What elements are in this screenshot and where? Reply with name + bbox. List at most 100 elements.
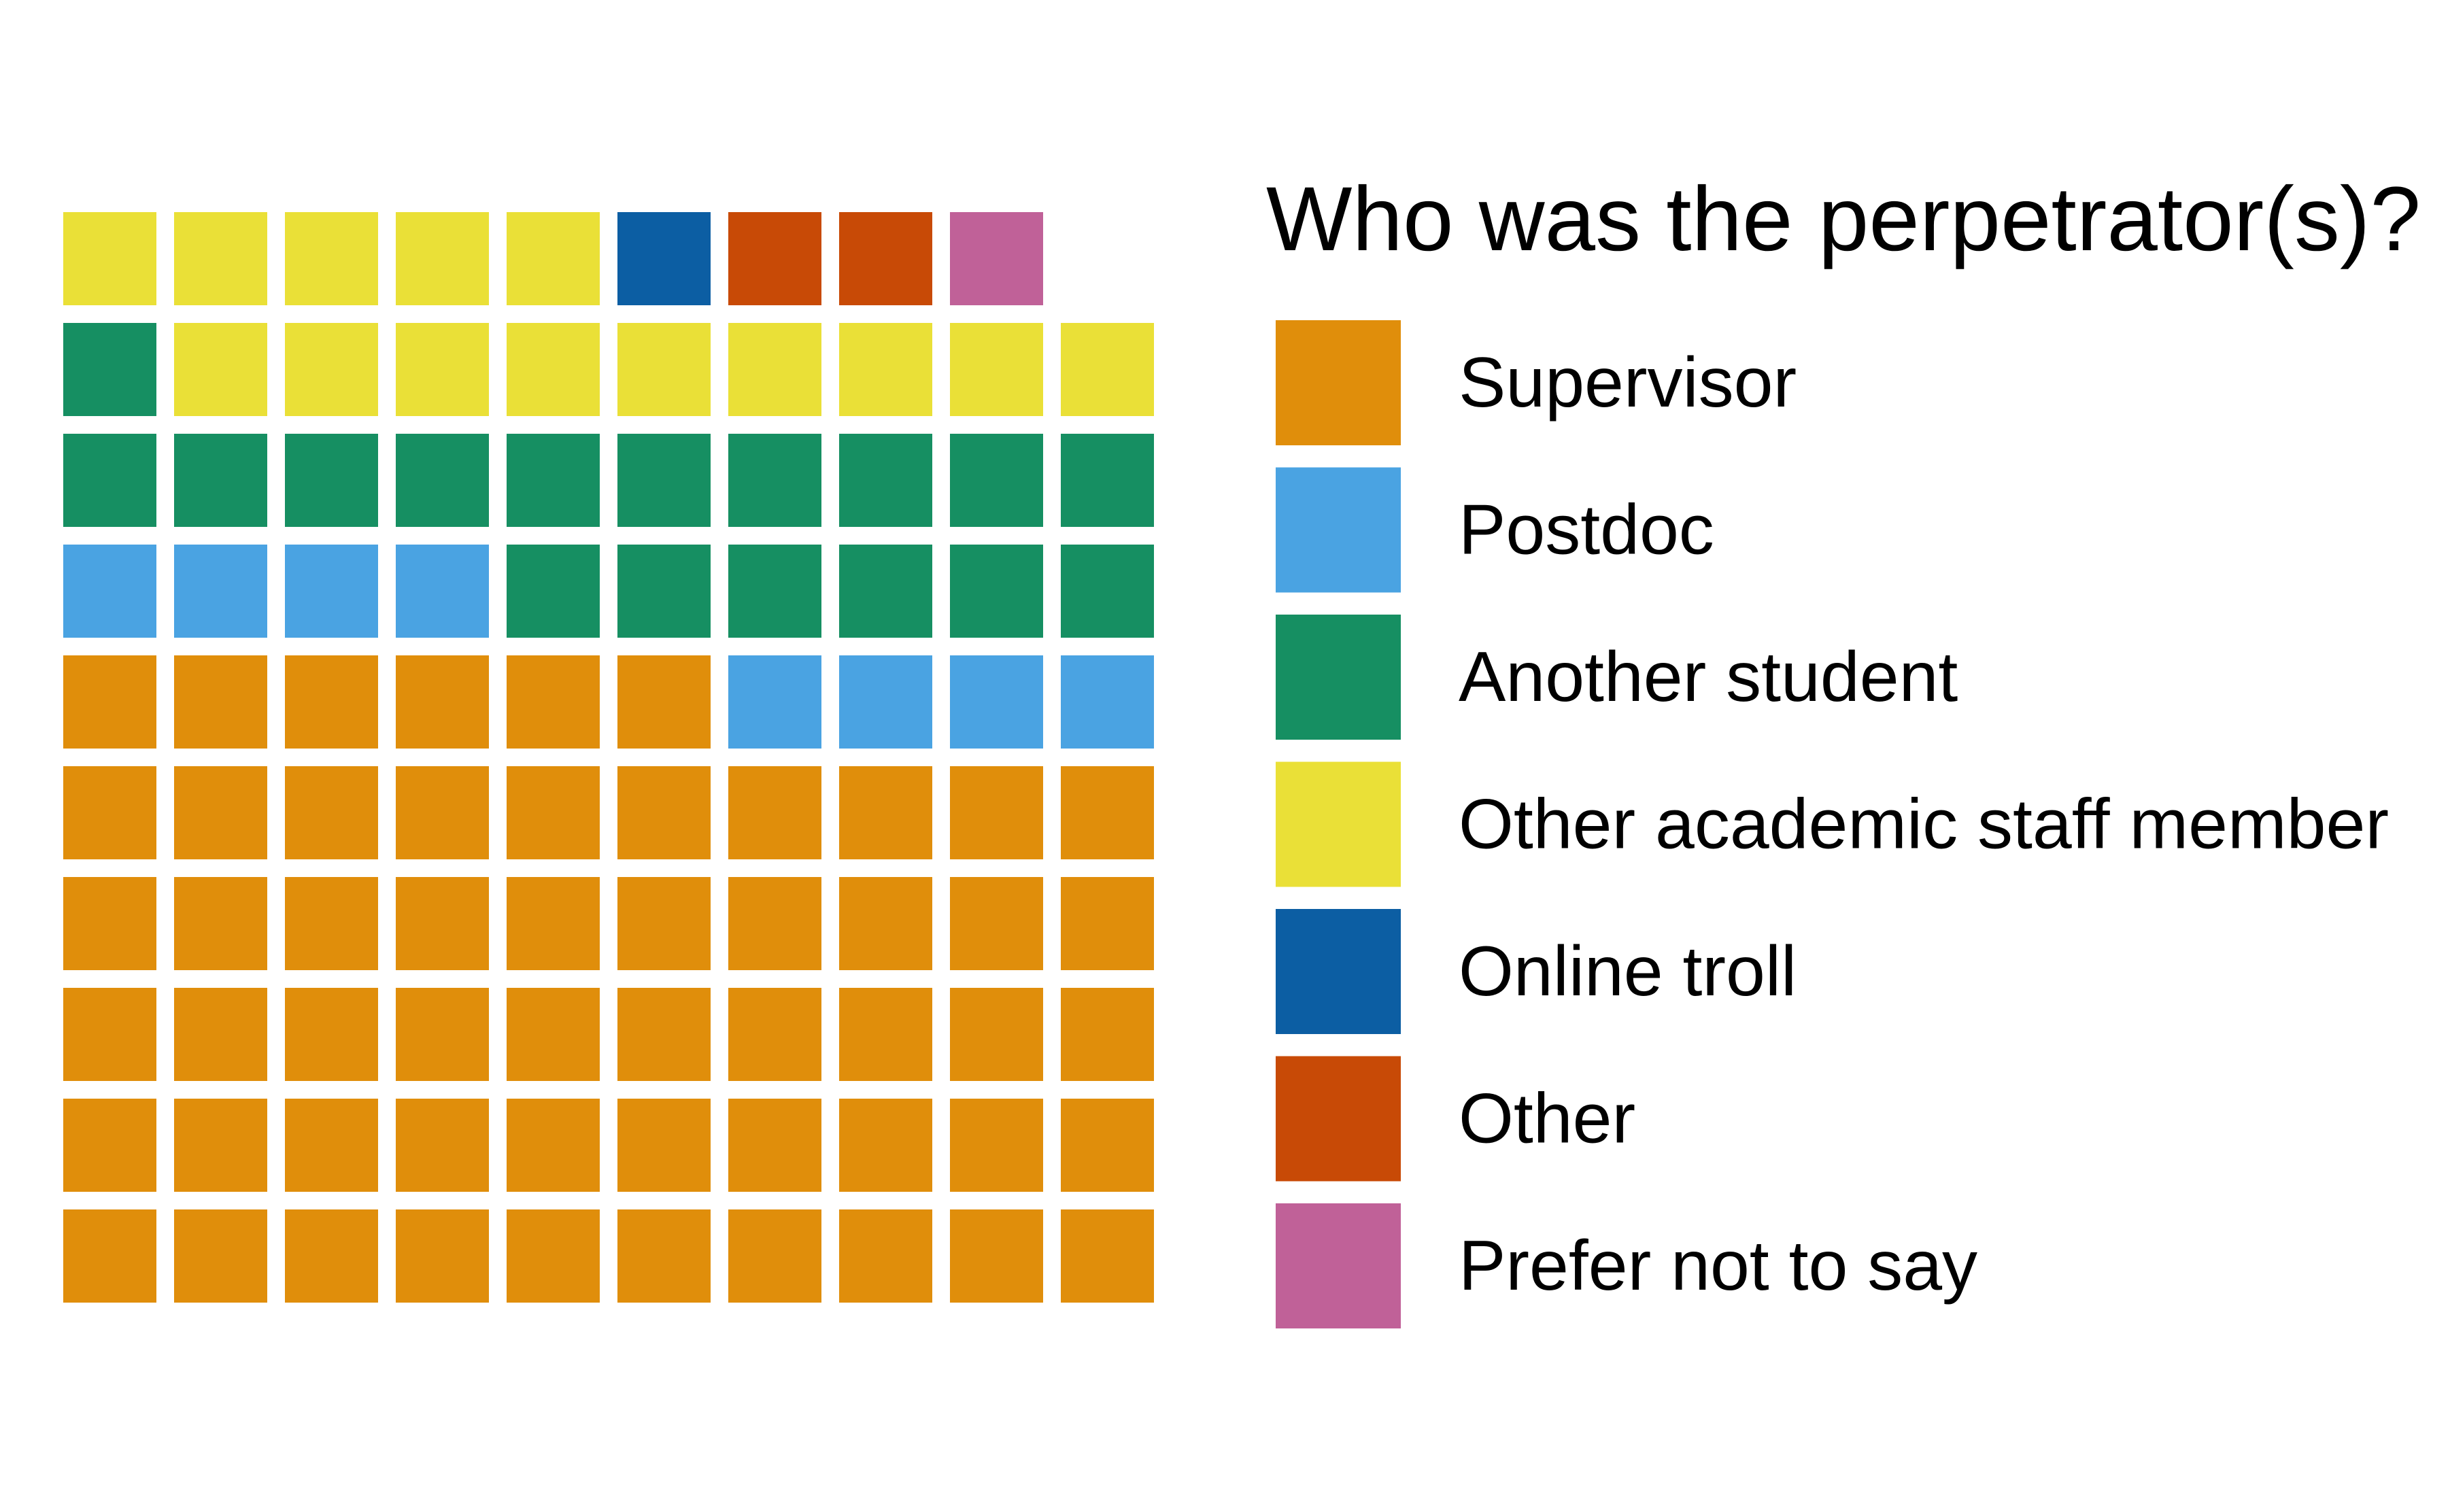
waffle-cell-other-academic-staff-member bbox=[396, 212, 489, 305]
waffle-cell-supervisor bbox=[396, 1209, 489, 1303]
waffle-cell-supervisor bbox=[950, 1099, 1043, 1192]
waffle-cell-supervisor bbox=[174, 1099, 267, 1192]
waffle-cell-supervisor bbox=[1061, 988, 1154, 1081]
waffle-cell-another-student bbox=[1061, 545, 1154, 638]
legend-label-online-troll: Online troll bbox=[1459, 932, 1797, 1011]
waffle-cell-supervisor bbox=[950, 877, 1043, 970]
legend-title: Who was the perpetrator(s)? bbox=[1266, 169, 2421, 270]
waffle-cell-supervisor bbox=[839, 1209, 932, 1303]
waffle-cell-supervisor bbox=[507, 877, 600, 970]
waffle-cell-supervisor bbox=[1061, 1099, 1154, 1192]
waffle-cell-supervisor bbox=[174, 988, 267, 1081]
waffle-cell-supervisor bbox=[617, 1099, 711, 1192]
waffle-cell-other bbox=[839, 212, 932, 305]
waffle-cell-supervisor bbox=[950, 988, 1043, 1081]
legend-key-supervisor bbox=[1276, 320, 1401, 445]
waffle-cell-another-student bbox=[950, 434, 1043, 527]
legend-label-other-academic-staff-member: Other academic staff member bbox=[1459, 785, 2389, 864]
waffle-cell-postdoc bbox=[1061, 655, 1154, 749]
waffle-cell-supervisor bbox=[728, 988, 821, 1081]
waffle-cell-another-student bbox=[63, 434, 156, 527]
waffle-cell-other-academic-staff-member bbox=[728, 323, 821, 416]
waffle-cell-postdoc bbox=[285, 545, 378, 638]
waffle-cell-postdoc bbox=[63, 545, 156, 638]
waffle-cell-online-troll bbox=[617, 212, 711, 305]
waffle-cell-supervisor bbox=[285, 1099, 378, 1192]
waffle-cell-another-student bbox=[285, 434, 378, 527]
waffle-cell-another-student bbox=[1061, 434, 1154, 527]
waffle-cell-other-academic-staff-member bbox=[285, 212, 378, 305]
waffle-cell-supervisor bbox=[174, 1209, 267, 1303]
waffle-cell-postdoc bbox=[728, 655, 821, 749]
waffle-cell-supervisor bbox=[63, 655, 156, 749]
waffle-cell-another-student bbox=[839, 545, 932, 638]
waffle-cell-another-student bbox=[396, 434, 489, 527]
waffle-cell-another-student bbox=[839, 434, 932, 527]
legend-key-prefer-not-to-say bbox=[1276, 1203, 1401, 1328]
waffle-cell-supervisor bbox=[507, 1209, 600, 1303]
waffle-cell-supervisor bbox=[839, 766, 932, 859]
waffle-cell-other-academic-staff-member bbox=[174, 212, 267, 305]
legend-label-supervisor: Supervisor bbox=[1459, 343, 1797, 422]
waffle-cell-supervisor bbox=[617, 877, 711, 970]
legend-label-other: Other bbox=[1459, 1080, 1635, 1158]
waffle-cell-supervisor bbox=[728, 877, 821, 970]
waffle-cell-other-academic-staff-member bbox=[174, 323, 267, 416]
waffle-cell-other-academic-staff-member bbox=[63, 212, 156, 305]
waffle-cell-supervisor bbox=[63, 766, 156, 859]
waffle-cell-supervisor bbox=[617, 988, 711, 1081]
legend-item-postdoc: Postdoc bbox=[1276, 467, 1714, 593]
waffle-cell-supervisor bbox=[728, 1099, 821, 1192]
waffle-cell-supervisor bbox=[617, 1209, 711, 1303]
waffle-cell-other-academic-staff-member bbox=[1061, 323, 1154, 416]
legend-items: Supervisor Postdoc Another student Other ac… bbox=[1276, 320, 2389, 1328]
waffle-cell-supervisor bbox=[728, 766, 821, 859]
waffle-cell-another-student bbox=[507, 545, 600, 638]
waffle-cell-prefer-not-to-say bbox=[950, 212, 1043, 305]
legend-key-other-academic-staff-member bbox=[1276, 761, 1401, 887]
waffle-cell-supervisor bbox=[507, 1099, 600, 1192]
waffle-cell-postdoc bbox=[839, 655, 932, 749]
legend-item-supervisor: Supervisor bbox=[1276, 320, 1797, 445]
waffle-cell-supervisor bbox=[1061, 877, 1154, 970]
legend-key-another-student bbox=[1276, 615, 1401, 740]
waffle-cell-supervisor bbox=[63, 1099, 156, 1192]
legend-item-another-student: Another student bbox=[1276, 615, 1958, 740]
legend-item-prefer-not-to-say: Prefer not to say bbox=[1276, 1203, 1977, 1328]
waffle-cell-supervisor bbox=[63, 877, 156, 970]
waffle-cell-supervisor bbox=[617, 766, 711, 859]
waffle-cell-other-academic-staff-member bbox=[950, 323, 1043, 416]
waffle-cell-supervisor bbox=[950, 1209, 1043, 1303]
waffle-cell-supervisor bbox=[396, 766, 489, 859]
waffle-cell-another-student bbox=[63, 323, 156, 416]
waffle-cell-supervisor bbox=[839, 1099, 932, 1192]
waffle-cell-other-academic-staff-member bbox=[507, 212, 600, 305]
legend-item-other-academic-staff-member: Other academic staff member bbox=[1276, 761, 2389, 887]
waffle-cell-supervisor bbox=[285, 766, 378, 859]
waffle-cell-supervisor bbox=[396, 1099, 489, 1192]
waffle-cell-supervisor bbox=[950, 766, 1043, 859]
waffle-cell-supervisor bbox=[174, 877, 267, 970]
waffle-cell-supervisor bbox=[396, 655, 489, 749]
legend-key-postdoc bbox=[1276, 467, 1401, 593]
legend: Who was the perpetrator(s)? Supervisor Po… bbox=[1266, 169, 2421, 1328]
waffle-cell-supervisor bbox=[396, 877, 489, 970]
waffle-cell-other-academic-staff-member bbox=[839, 323, 932, 416]
waffle-cell-supervisor bbox=[507, 655, 600, 749]
waffle-cell-supervisor bbox=[507, 988, 600, 1081]
waffle-cell-postdoc bbox=[174, 545, 267, 638]
legend-key-online-troll bbox=[1276, 909, 1401, 1034]
waffle-cell-another-student bbox=[728, 545, 821, 638]
waffle-cell-supervisor bbox=[507, 766, 600, 859]
waffle-cell-another-student bbox=[728, 434, 821, 527]
waffle-cell-other-academic-staff-member bbox=[285, 323, 378, 416]
waffle-cell-other-academic-staff-member bbox=[617, 323, 711, 416]
waffle-cell-other-academic-staff-member bbox=[396, 323, 489, 416]
waffle-cell-supervisor bbox=[285, 877, 378, 970]
waffle-cell-supervisor bbox=[174, 655, 267, 749]
waffle-cell-supervisor bbox=[285, 1209, 378, 1303]
waffle-cell-supervisor bbox=[839, 988, 932, 1081]
legend-label-postdoc: Postdoc bbox=[1459, 491, 1714, 570]
waffle-cell-supervisor bbox=[617, 655, 711, 749]
